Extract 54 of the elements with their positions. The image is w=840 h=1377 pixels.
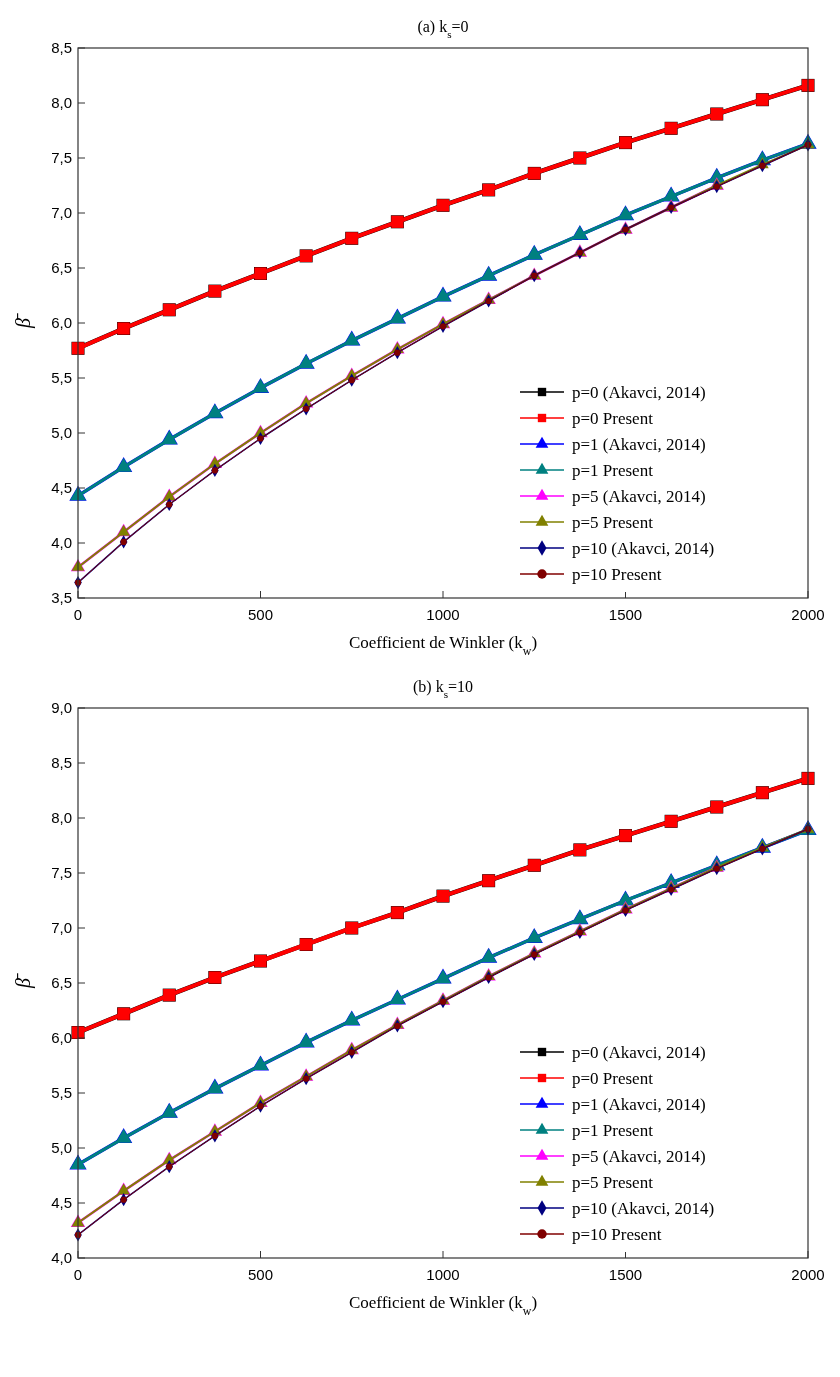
legend-label: p=0 (Akavci, 2014) bbox=[572, 382, 706, 402]
y-tick-label: 8,0 bbox=[51, 809, 72, 827]
legend-label: p=1 Present bbox=[572, 1120, 654, 1140]
y-tick-label: 5,5 bbox=[51, 1084, 72, 1102]
chart-title: (b) k$_{s}$=10 bbox=[412, 678, 474, 700]
legend-label: p=5 Present bbox=[572, 1172, 654, 1192]
legend-label: p=5 Present bbox=[572, 512, 654, 532]
y-tick-label: 7,5 bbox=[51, 864, 72, 882]
y-tick-label: 3,5 bbox=[51, 589, 72, 607]
y-tick-label: 5,0 bbox=[51, 424, 72, 442]
legend-label: p=0 Present bbox=[572, 408, 654, 428]
legend-label: p=10 (Akavci, 2014) bbox=[572, 538, 715, 558]
y-tick-label: 6,5 bbox=[51, 974, 72, 992]
y-tick-label: 4,5 bbox=[51, 479, 72, 497]
y-tick-label: 4,5 bbox=[51, 1194, 72, 1212]
legend-label: p=1 (Akavci, 2014) bbox=[572, 1094, 706, 1114]
x-tick-label: 500 bbox=[247, 606, 274, 623]
legend-label: p=10 (Akavci, 2014) bbox=[572, 1198, 715, 1218]
y-axis-title: β̄ bbox=[12, 973, 35, 989]
y-tick-label: 7,0 bbox=[51, 919, 72, 937]
legend-label: p=10 Present bbox=[572, 1224, 662, 1244]
chart-title: (a) k$_{s}$=0 bbox=[417, 18, 469, 40]
y-tick-label: 6,5 bbox=[51, 259, 72, 277]
y-tick-label: 8,0 bbox=[51, 94, 72, 112]
y-axis-title: β̄ bbox=[12, 313, 35, 329]
y-tick-label: 6,0 bbox=[51, 1029, 72, 1047]
legend-label: p=0 (Akavci, 2014) bbox=[572, 1042, 706, 1062]
y-tick-label: 5,0 bbox=[51, 1139, 72, 1157]
x-axis-title: Coefficient de Winkler (k$_{w}$) bbox=[348, 633, 538, 658]
x-tick-label: 2000 bbox=[791, 606, 825, 623]
x-axis-title: Coefficient de Winkler (k$_{w}$) bbox=[348, 1293, 538, 1318]
x-tick-label: 500 bbox=[247, 1266, 274, 1283]
legend-label: p=5 (Akavci, 2014) bbox=[572, 486, 706, 506]
legend-label: p=0 Present bbox=[572, 1068, 654, 1088]
y-tick-label: 4,0 bbox=[51, 534, 72, 552]
x-tick-label: 0 bbox=[73, 606, 83, 623]
x-tick-label: 2000 bbox=[791, 1266, 825, 1283]
y-tick-label: 7,5 bbox=[51, 149, 72, 167]
x-tick-label: 1000 bbox=[426, 1266, 460, 1283]
y-tick-label: 9,0 bbox=[51, 699, 72, 717]
y-tick-label: 4,0 bbox=[51, 1249, 72, 1267]
legend-label: p=5 (Akavci, 2014) bbox=[572, 1146, 706, 1166]
y-tick-label: 7,0 bbox=[51, 204, 72, 222]
y-tick-label: 8,5 bbox=[51, 39, 72, 57]
x-tick-label: 0 bbox=[73, 1266, 83, 1283]
y-tick-label: 5,5 bbox=[51, 369, 72, 387]
x-tick-label: 1500 bbox=[608, 606, 643, 623]
x-tick-label: 1000 bbox=[426, 606, 460, 623]
x-tick-label: 1500 bbox=[608, 1266, 643, 1283]
legend-label: p=1 Present bbox=[572, 460, 654, 480]
legend-label: p=10 Present bbox=[572, 564, 662, 584]
y-tick-label: 6,0 bbox=[51, 314, 72, 332]
y-tick-label: 8,5 bbox=[51, 754, 72, 772]
legend-label: p=1 (Akavci, 2014) bbox=[572, 434, 706, 454]
